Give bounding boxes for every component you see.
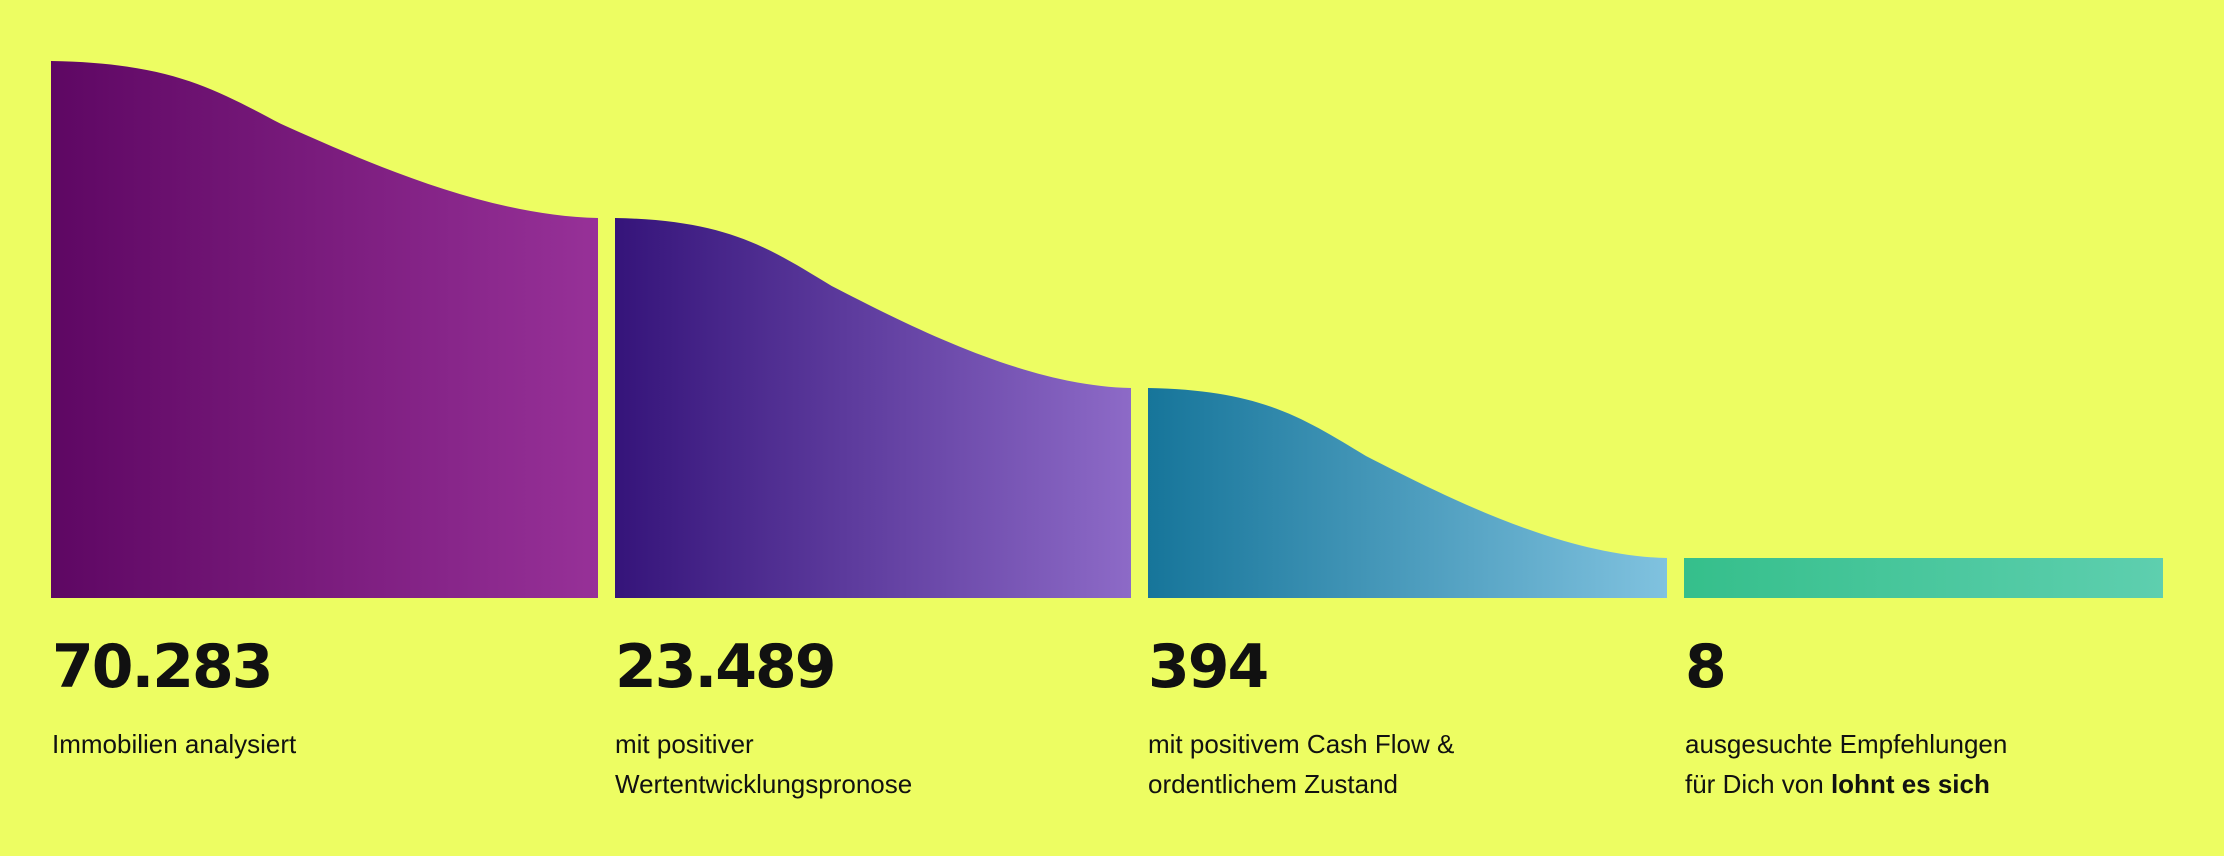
stage-value: 70.283 xyxy=(52,632,274,702)
stage-value: 23.489 xyxy=(615,632,837,702)
funnel-stage-2 xyxy=(615,218,1131,598)
stage-label-line: ordentlichem Zustand xyxy=(1148,769,1399,799)
stage-block-1: 70.283 Immobilien analysiert xyxy=(52,632,572,764)
stage-label-line: Wertentwicklungspronose xyxy=(615,769,913,799)
brand-name: lohnt es sich xyxy=(1830,769,1990,799)
funnel-stage-4 xyxy=(1684,558,2163,598)
stage-label: ausgesuchte Empfehlungen für Dich von lo… xyxy=(1685,724,2205,804)
stage-label: mit positivem Cash Flow & ordentlichem Z… xyxy=(1148,724,1668,804)
stage-label-text: für Dich von xyxy=(1685,769,1831,799)
stage-value: 8 xyxy=(1685,632,1727,702)
stage-label-line: mit positiver xyxy=(615,729,754,759)
stage-label-line: Immobilien analysiert xyxy=(52,729,297,759)
funnel-stage-1 xyxy=(51,61,598,598)
stage-label-line: für Dich von lohnt es sich xyxy=(1685,764,2205,804)
stage-label: Immobilien analysiert xyxy=(52,724,572,764)
stage-block-4: 8 ausgesuchte Empfehlungen für Dich von … xyxy=(1685,632,2205,804)
stage-label-line: ausgesuchte Empfehlungen xyxy=(1685,729,2008,759)
stage-block-2: 23.489 mit positiver Wertentwicklungspro… xyxy=(615,632,1135,804)
stage-label: mit positiver Wertentwicklungspronose xyxy=(615,724,1135,804)
stage-label-line: mit positivem Cash Flow & xyxy=(1148,729,1455,759)
stage-block-3: 394 mit positivem Cash Flow & ordentlich… xyxy=(1148,632,1668,804)
stage-value: 394 xyxy=(1148,632,1269,702)
funnel-stage-3 xyxy=(1148,388,1667,598)
